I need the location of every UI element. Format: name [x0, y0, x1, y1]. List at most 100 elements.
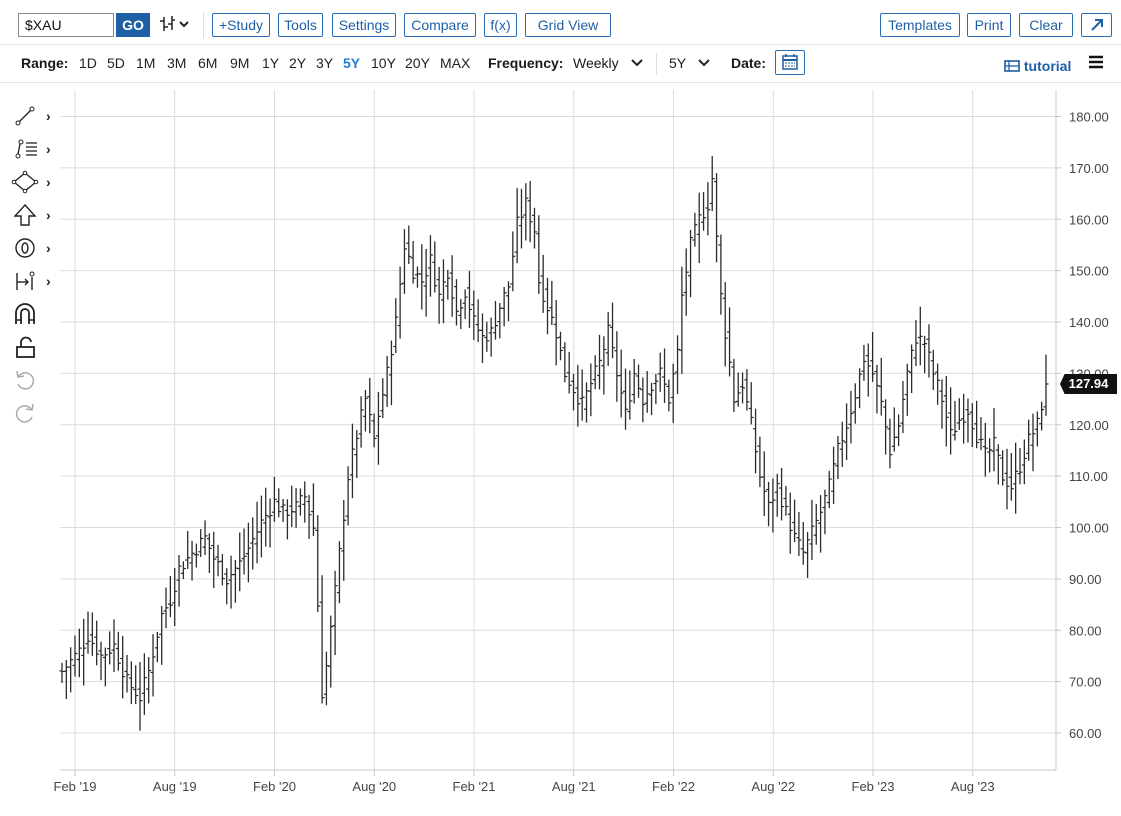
- study-button[interactable]: +Study: [212, 13, 270, 37]
- range-3m[interactable]: 3M: [167, 55, 187, 71]
- ohlc-bar: [822, 489, 828, 535]
- tutorial-link[interactable]: tutorial: [1004, 58, 1071, 74]
- ohlc-bar: [146, 657, 152, 704]
- clear-button[interactable]: Clear: [1019, 13, 1073, 37]
- range-9m[interactable]: 9M: [230, 55, 250, 71]
- fib-tool[interactable]: ›: [10, 137, 56, 163]
- ohlc-bar: [224, 568, 230, 605]
- ohlc-bar: [878, 357, 884, 416]
- ohlc-bar: [757, 436, 763, 488]
- function-button[interactable]: f(x): [484, 13, 517, 37]
- ohlc-bar: [180, 561, 186, 580]
- ohlc-bar: [280, 498, 286, 522]
- templates-button[interactable]: Templates: [880, 13, 960, 37]
- ohlc-bar: [306, 494, 312, 539]
- ohlc-bar: [623, 368, 629, 430]
- chevron-right-icon: ›: [46, 273, 51, 289]
- redo-tool[interactable]: [10, 401, 56, 427]
- label-tool[interactable]: ›: [10, 236, 56, 262]
- ohlc-bar: [670, 363, 676, 423]
- ohlc-bar: [432, 241, 438, 293]
- expand-button[interactable]: [1081, 13, 1112, 37]
- period-select[interactable]: 5Y: [669, 55, 686, 71]
- magnet-tool[interactable]: [10, 302, 56, 328]
- shape-tool[interactable]: ›: [10, 170, 56, 196]
- range-10y[interactable]: 10Y: [371, 55, 396, 71]
- ohlc-bar: [133, 665, 139, 705]
- arrow-tool[interactable]: ›: [10, 203, 56, 229]
- ohlc-bar: [423, 248, 429, 317]
- ohlc-bar: [1000, 450, 1006, 486]
- range-6m[interactable]: 6M: [198, 55, 218, 71]
- x-tick-label: Feb '19: [54, 779, 97, 794]
- ohlc-bar: [991, 408, 997, 472]
- chevron-down-icon[interactable]: [630, 58, 644, 68]
- range-5d[interactable]: 5D: [107, 55, 125, 71]
- ohlc-bar: [631, 358, 637, 404]
- bar-type-dropdown[interactable]: [158, 12, 194, 36]
- ohlc-bar: [323, 651, 329, 706]
- ohlc-bar: [683, 248, 689, 316]
- y-tick-label: 90.00: [1069, 572, 1102, 587]
- ohlc-bar: [935, 363, 941, 405]
- range-max[interactable]: MAX: [440, 55, 471, 71]
- ohlc-bar: [688, 229, 694, 298]
- ohlc-bar: [167, 575, 173, 618]
- ohlc-bar: [848, 390, 854, 444]
- frequency-select[interactable]: Weekly: [573, 55, 619, 71]
- divider: [203, 12, 204, 38]
- ohlc-bar: [913, 320, 919, 367]
- tools-button[interactable]: Tools: [278, 13, 323, 37]
- ohlc-bar: [388, 340, 394, 406]
- ohlc-bar: [228, 555, 234, 609]
- range-1m[interactable]: 1M: [136, 55, 156, 71]
- x-tick-label: Feb '23: [852, 779, 895, 794]
- measure-tool[interactable]: ›: [10, 269, 56, 295]
- ohlc-bar: [718, 234, 724, 315]
- range-1y[interactable]: 1Y: [262, 55, 280, 71]
- date-picker-button[interactable]: [775, 50, 805, 75]
- line-tool[interactable]: ›: [10, 104, 56, 130]
- range-20y[interactable]: 20Y: [405, 55, 430, 71]
- ohlc-bar: [783, 485, 789, 516]
- y-tick-label: 70.00: [1069, 675, 1102, 690]
- divider: [656, 53, 657, 75]
- symbol-input[interactable]: [18, 13, 114, 37]
- ohlc-bar: [401, 229, 407, 294]
- grid-view-button[interactable]: Grid View: [525, 13, 611, 37]
- fib-tool-icon: [15, 139, 37, 159]
- film-icon: [1004, 60, 1020, 72]
- ohlc-bar: [965, 398, 971, 443]
- ohlc-bar: [883, 399, 889, 455]
- print-button[interactable]: Print: [967, 13, 1011, 37]
- ohlc-bar: [618, 349, 624, 418]
- range-3y[interactable]: 3Y: [316, 55, 334, 71]
- ohlc-bar: [211, 531, 217, 589]
- x-tick-label: Aug '23: [951, 779, 995, 794]
- lock-tool[interactable]: [10, 335, 56, 361]
- ohlc-bar: [176, 555, 182, 607]
- go-button[interactable]: GO: [116, 13, 150, 37]
- chevron-down-icon[interactable]: [697, 58, 711, 68]
- undo-tool[interactable]: [10, 368, 56, 394]
- x-axis: Feb '19 Aug '19 Feb '20 Aug '20 Feb '21 Aug '…: [54, 779, 995, 794]
- ohlc-bar: [974, 400, 980, 449]
- chevron-right-icon: ›: [46, 174, 51, 190]
- range-1d[interactable]: 1D: [79, 55, 97, 71]
- expand-icon: [1091, 19, 1103, 31]
- ohlc-bar: [81, 618, 87, 686]
- ohlc-bar: [740, 372, 746, 404]
- ohlc-bar: [219, 553, 225, 586]
- ohlc-bar: [271, 476, 277, 522]
- ohlc-bar: [453, 279, 459, 326]
- settings-button[interactable]: Settings: [332, 13, 396, 37]
- range-5y[interactable]: 5Y: [343, 55, 361, 71]
- compare-button[interactable]: Compare: [404, 13, 476, 37]
- ohlc-bar: [553, 300, 559, 366]
- menu-icon[interactable]: [1088, 54, 1104, 70]
- ohlc-bar: [1017, 447, 1023, 485]
- ohlc-bar: [809, 499, 815, 560]
- ohlc-bar: [440, 259, 446, 324]
- range-2y[interactable]: 2Y: [289, 55, 307, 71]
